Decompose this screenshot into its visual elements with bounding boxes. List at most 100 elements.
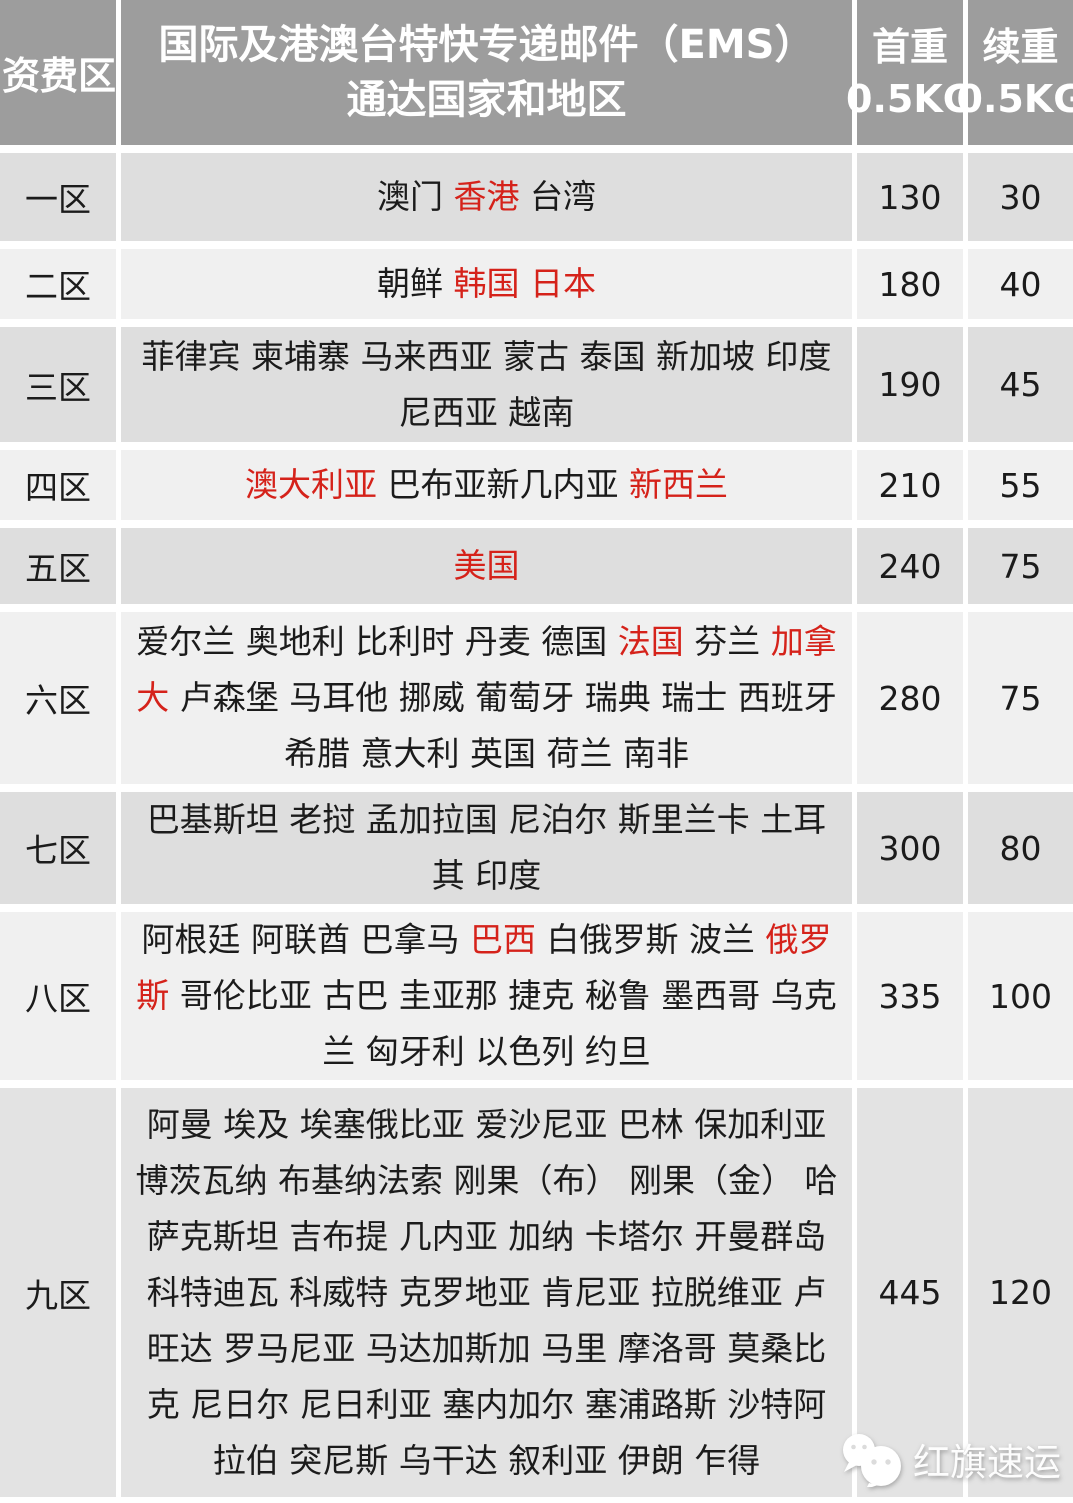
country: 叙利亚 bbox=[508, 1440, 608, 1480]
country: 卢森堡 bbox=[179, 678, 279, 717]
country: 波兰 bbox=[689, 920, 755, 959]
country: 伊朗 bbox=[617, 1440, 684, 1480]
zone-cell: 一区 bbox=[0, 153, 116, 241]
country: 印度尼西亚 bbox=[398, 336, 832, 432]
first-weight-cell: 130 bbox=[857, 153, 963, 241]
country: 肯尼亚 bbox=[541, 1272, 641, 1312]
country: 白俄罗斯 bbox=[546, 920, 679, 959]
country: 乌干达 bbox=[398, 1440, 498, 1480]
country: 约旦 bbox=[584, 1032, 651, 1071]
country: 巴布亚新几内亚 bbox=[387, 465, 619, 504]
destinations-text: 朝鲜 韩国 日本 bbox=[377, 256, 596, 312]
country: 俄罗斯 bbox=[136, 920, 832, 1015]
country: 巴拿马 bbox=[360, 920, 460, 959]
country: 哈萨克斯坦 bbox=[146, 1160, 838, 1256]
country: 柬埔寨 bbox=[251, 336, 350, 376]
country: 越南 bbox=[508, 392, 575, 432]
country: 奥地利 bbox=[245, 622, 345, 661]
country: 阿曼 bbox=[146, 1104, 213, 1144]
destinations-text: 美国 bbox=[454, 538, 520, 594]
country: 希腊 bbox=[284, 734, 350, 773]
country: 加拿大 bbox=[136, 622, 837, 717]
first-weight-cell: 335 bbox=[857, 912, 963, 1080]
country: 法国 bbox=[617, 622, 684, 661]
country: 葡萄牙 bbox=[475, 678, 575, 717]
country: 克罗地亚 bbox=[398, 1272, 531, 1312]
country: 香港 bbox=[453, 177, 520, 216]
country: 开曼群岛 bbox=[694, 1216, 827, 1256]
country: 刚果（布） bbox=[453, 1160, 619, 1200]
country: 瑞士 bbox=[661, 678, 728, 717]
country: 马达加斯加 bbox=[365, 1328, 531, 1368]
country: 斯里兰卡 bbox=[617, 800, 750, 839]
country: 尼泊尔 bbox=[508, 800, 608, 839]
first-weight-cell: 280 bbox=[857, 612, 963, 784]
country: 摩洛哥 bbox=[617, 1328, 717, 1368]
additional-weight-cell: 45 bbox=[968, 327, 1073, 442]
header-first-weight-unit: 0.5KG bbox=[846, 76, 974, 121]
country: 吉布提 bbox=[289, 1216, 389, 1256]
additional-weight-cell: 75 bbox=[968, 528, 1073, 604]
destinations-cell: 澳大利亚 巴布亚新几内亚 新西兰 bbox=[121, 450, 852, 520]
additional-weight-cell: 40 bbox=[968, 249, 1073, 319]
destinations-text: 菲律宾 柬埔寨 马来西亚 蒙古 泰国 新加坡 印度尼西亚 越南 bbox=[132, 329, 841, 441]
destinations-cell: 爱尔兰 奥地利 比利时 丹麦 德国 法国 芬兰 加拿大 卢森堡 马耳他 挪威 葡… bbox=[121, 612, 852, 784]
country: 阿联酋 bbox=[251, 920, 350, 959]
country: 罗马尼亚 bbox=[223, 1328, 356, 1368]
country: 爱尔兰 bbox=[136, 622, 236, 661]
country: 朝鲜 bbox=[377, 264, 443, 303]
zone-cell: 五区 bbox=[0, 528, 116, 604]
country: 英国 bbox=[470, 734, 536, 773]
country: 新加坡 bbox=[656, 336, 755, 376]
country: 马来西亚 bbox=[360, 336, 493, 376]
country: 比利时 bbox=[355, 622, 455, 661]
header-destinations-line2: 通达国家和地区 bbox=[346, 76, 627, 123]
country: 匈牙利 bbox=[365, 1032, 465, 1071]
country: 巴西 bbox=[470, 920, 536, 959]
destinations-text: 阿根廷 阿联酋 巴拿马 巴西 白俄罗斯 波兰 俄罗斯 哥伦比亚 古巴 圭亚那 捷… bbox=[132, 912, 841, 1080]
destinations-cell: 澳门 香港 台湾 bbox=[121, 153, 852, 241]
country: 挪威 bbox=[398, 678, 465, 717]
additional-weight-cell: 55 bbox=[968, 450, 1073, 520]
destinations-text: 巴基斯坦 老挝 孟加拉国 尼泊尔 斯里兰卡 土耳其 印度 bbox=[132, 792, 841, 904]
country: 乍得 bbox=[694, 1440, 761, 1480]
first-weight-cell: 210 bbox=[857, 450, 963, 520]
zone-cell: 三区 bbox=[0, 327, 116, 442]
additional-weight-cell: 75 bbox=[968, 612, 1073, 784]
header-additional-weight-label: 续重 bbox=[982, 24, 1059, 69]
country: 巴基斯坦 bbox=[146, 800, 279, 839]
country: 阿根廷 bbox=[141, 920, 241, 959]
zone-cell: 六区 bbox=[0, 612, 116, 784]
destinations-cell: 阿曼 埃及 埃塞俄比亚 爱沙尼亚 巴林 保加利亚 博茨瓦纳 布基纳法索 刚果（布… bbox=[121, 1088, 852, 1497]
country: 几内亚 bbox=[398, 1216, 498, 1256]
country: 捷克 bbox=[508, 976, 575, 1015]
additional-weight-cell: 120 bbox=[968, 1088, 1073, 1497]
country: 埃及 bbox=[223, 1104, 290, 1144]
country: 圭亚那 bbox=[398, 976, 498, 1015]
country: 科特迪瓦 bbox=[146, 1272, 279, 1312]
header-destinations: 国际及港澳台特快专递邮件（EMS） 通达国家和地区 bbox=[121, 0, 852, 145]
country: 南非 bbox=[623, 734, 689, 773]
country: 台湾 bbox=[530, 177, 596, 216]
zone-cell: 八区 bbox=[0, 912, 116, 1080]
country: 古巴 bbox=[322, 976, 389, 1015]
country: 塞浦路斯 bbox=[584, 1384, 717, 1424]
country: 荷兰 bbox=[546, 734, 613, 773]
country: 沙特阿拉伯 bbox=[212, 1384, 827, 1480]
country: 塞内加尔 bbox=[442, 1384, 575, 1424]
first-weight-cell: 300 bbox=[857, 792, 963, 904]
zone-cell: 二区 bbox=[0, 249, 116, 319]
header-destinations-line1: 国际及港澳台特快专递邮件（EMS） bbox=[158, 21, 815, 68]
country: 卢旺达 bbox=[146, 1272, 827, 1368]
country: 哥伦比亚 bbox=[179, 976, 312, 1015]
first-weight-cell: 240 bbox=[857, 528, 963, 604]
header-additional-weight: 续重 0.5KG bbox=[957, 0, 1073, 145]
country: 刚果（金） bbox=[629, 1160, 794, 1200]
country: 日本 bbox=[530, 264, 596, 303]
zone-cell: 七区 bbox=[0, 792, 116, 904]
country: 菲律宾 bbox=[141, 336, 241, 376]
destinations-text: 澳大利亚 巴布亚新几内亚 新西兰 bbox=[245, 457, 728, 513]
additional-weight-cell: 100 bbox=[968, 912, 1073, 1080]
country: 澳门 bbox=[377, 177, 443, 216]
